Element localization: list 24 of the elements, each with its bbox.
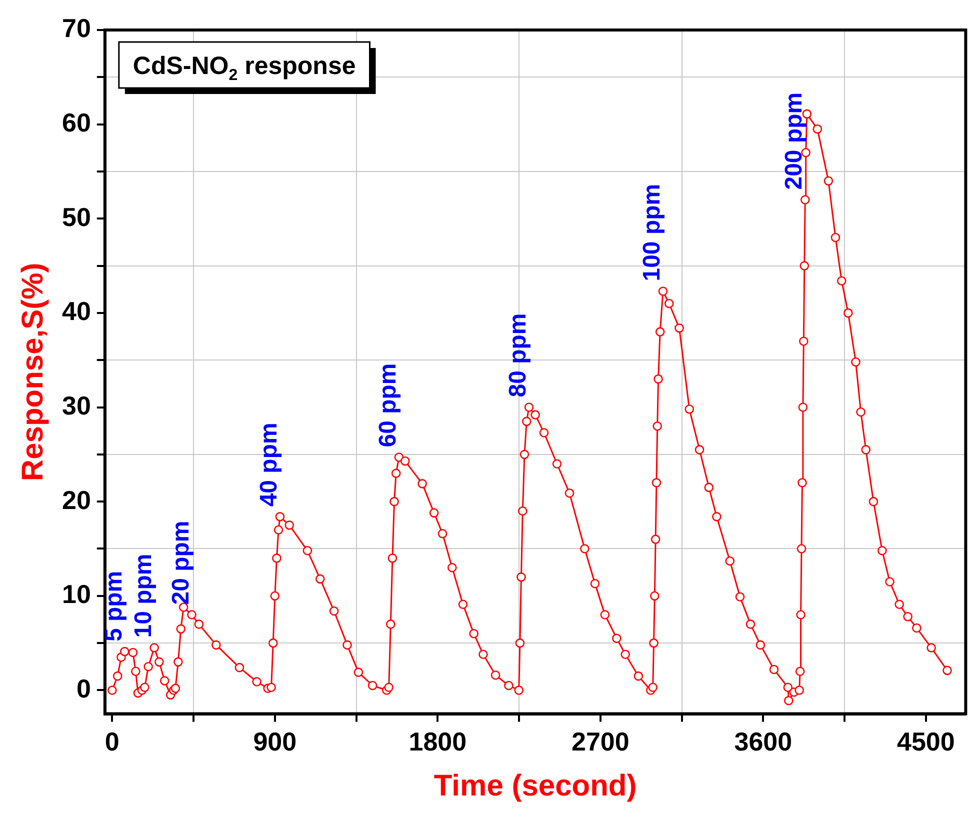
x-tick-label: 3600 [734, 726, 792, 757]
annotation: 80 ppm [504, 313, 532, 398]
x-tick-label: 4500 [896, 726, 955, 757]
annotation: 10 ppm [130, 554, 157, 638]
x-tick-label: 1800 [408, 726, 467, 757]
annotation: 5 ppm [100, 570, 128, 642]
annotation: 40 ppm [256, 422, 283, 507]
x-tick-label: 2700 [571, 726, 630, 757]
annotation: 60 ppm [374, 363, 402, 448]
x-tick-label: 0 [104, 726, 120, 757]
x-tick-label: 900 [253, 726, 297, 757]
y-tick-label: 0 [76, 673, 91, 704]
y-axis-title: Response,S(%) [16, 262, 50, 482]
annotation: 20 ppm [167, 520, 194, 605]
annotation: 100 ppm [638, 184, 666, 282]
y-tick-label: 60 [62, 107, 91, 138]
y-tick-label: 70 [62, 13, 91, 44]
y-tick-label: 40 [62, 296, 91, 326]
y-tick-label: 30 [62, 390, 91, 420]
y-tick-label: 20 [62, 484, 91, 515]
annotation: 200 ppm [780, 92, 808, 190]
y-tick-label: 50 [62, 202, 91, 232]
y-tick-label: 10 [62, 579, 91, 610]
x-axis-title: Time (second) [434, 769, 637, 802]
